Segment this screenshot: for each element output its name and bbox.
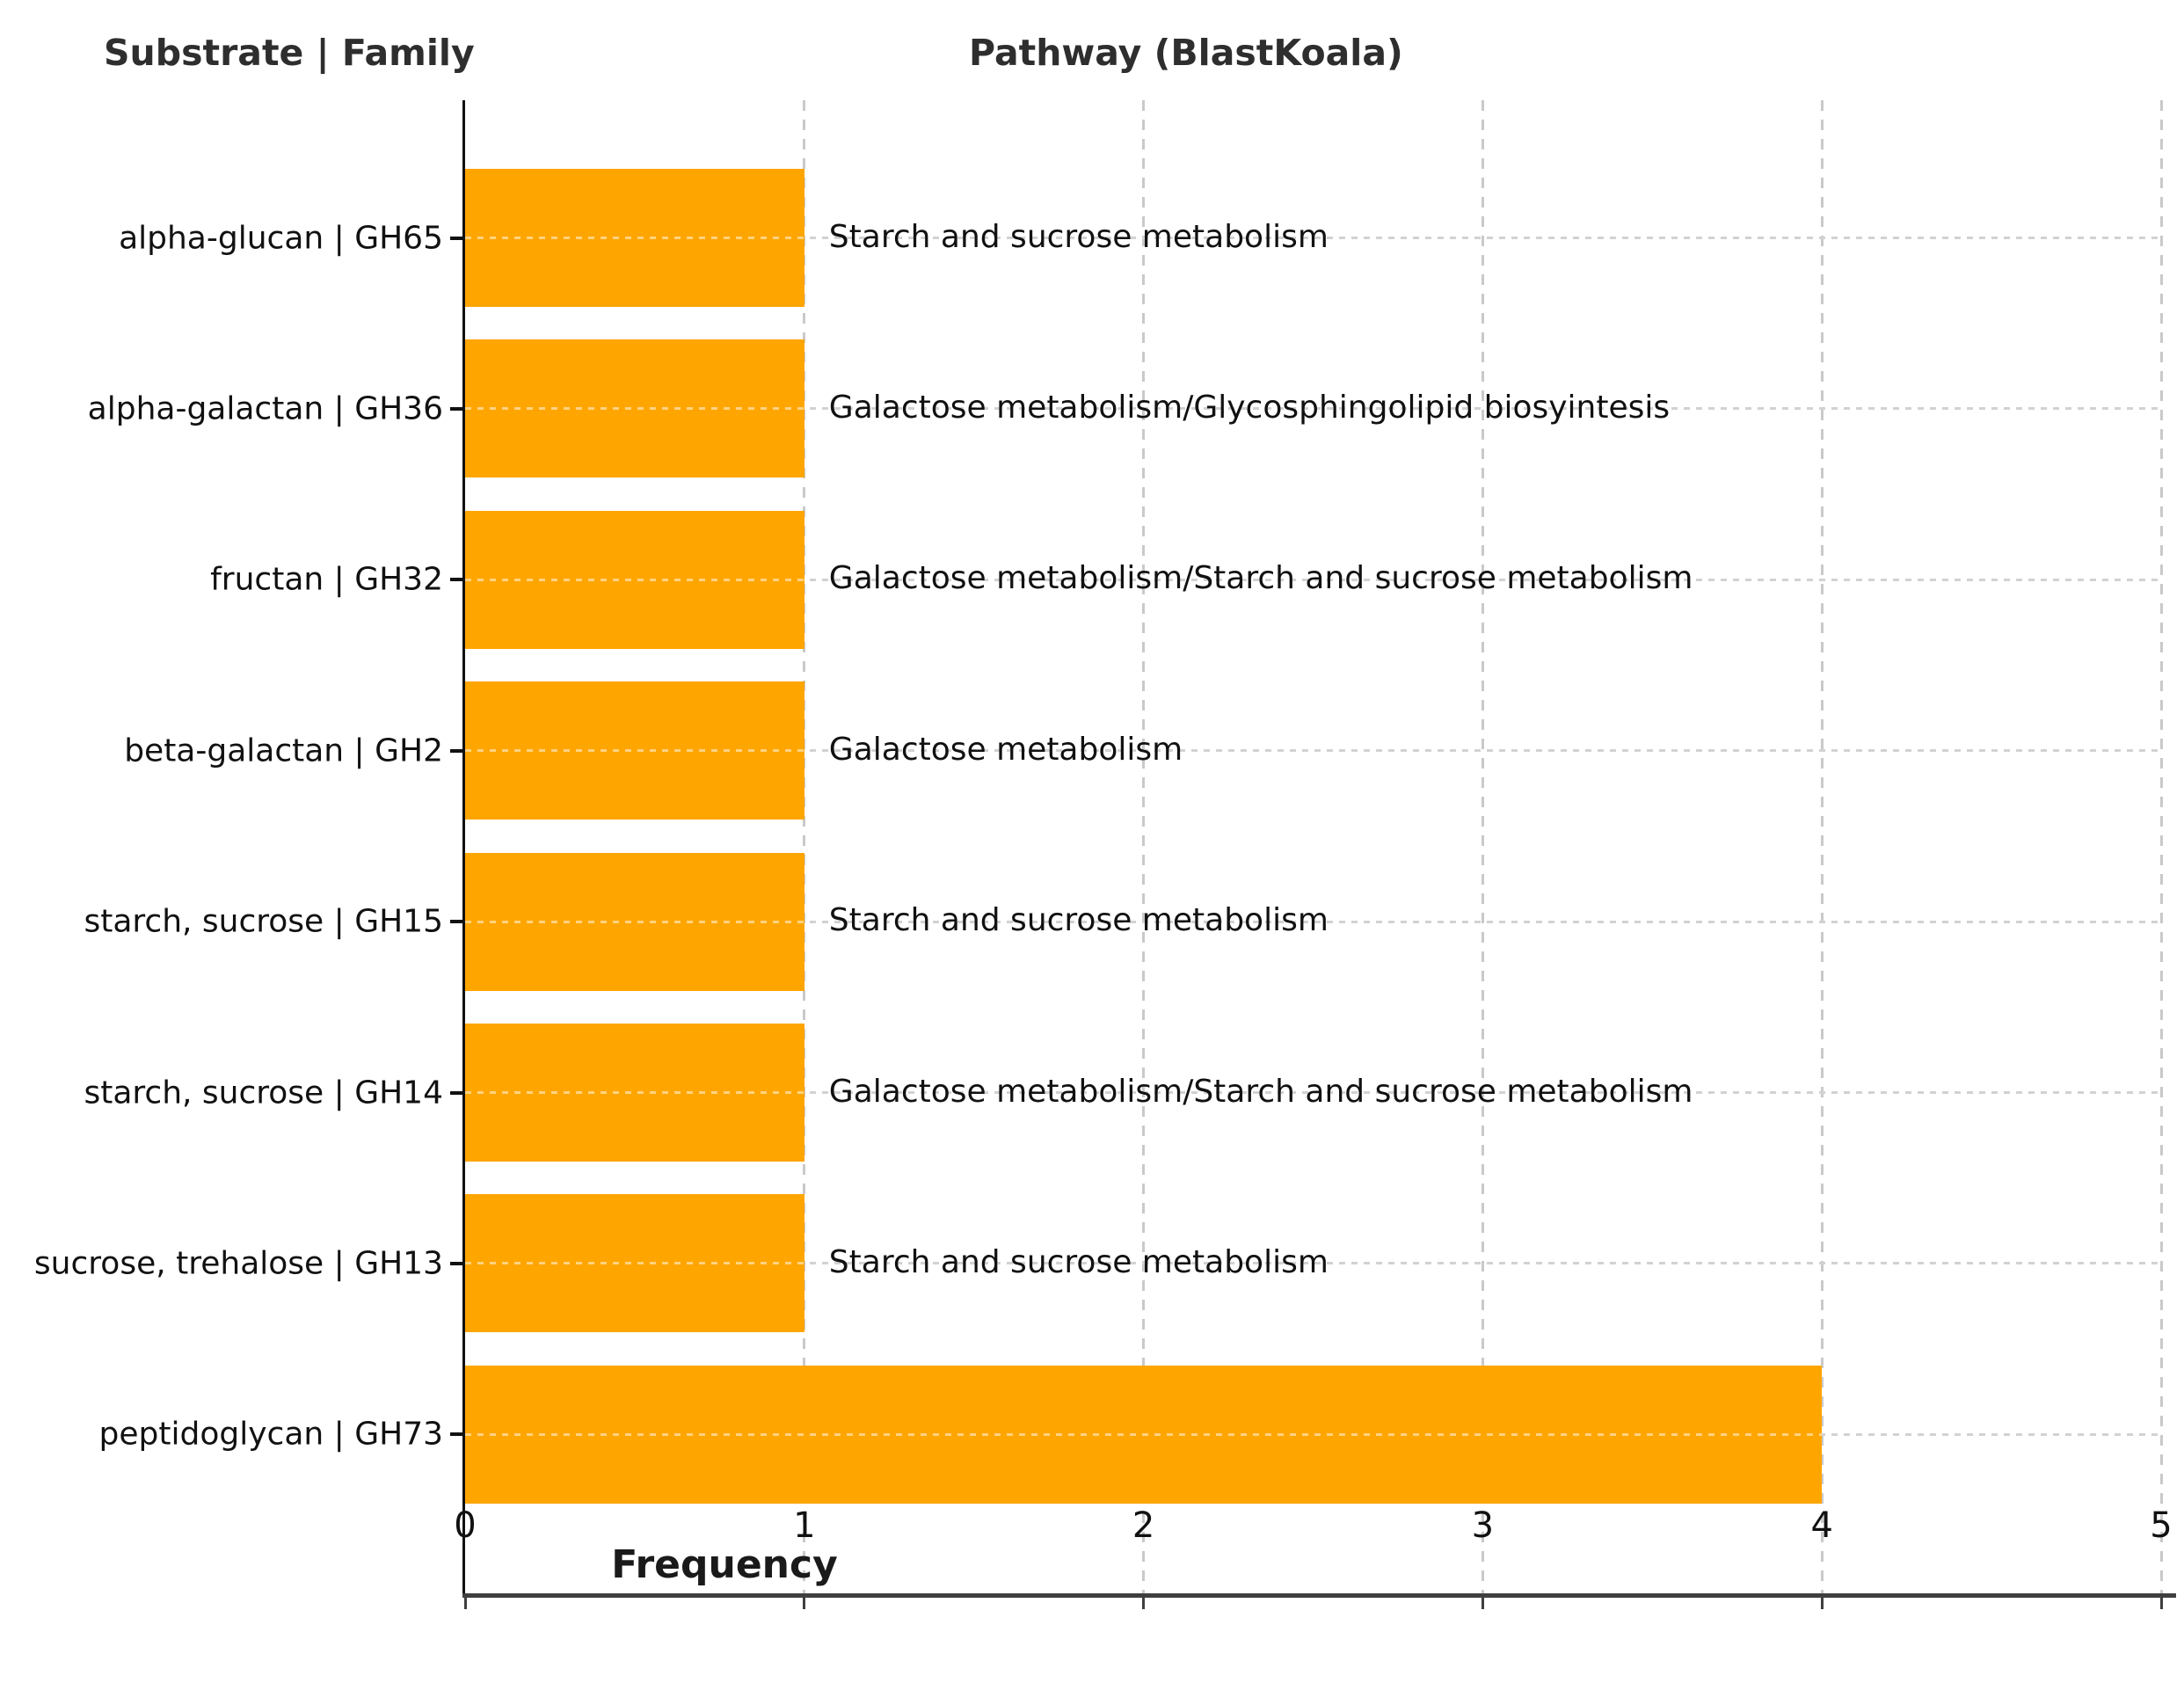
y-tick-mark [450,1261,465,1265]
plot-area: alpha-glucan | GH65 Starch and sucrose me… [34,100,2176,1609]
row-leader-line [465,1262,2161,1265]
x-tick-label: 4 [1810,1505,1833,1546]
row-leader-line-overlay [465,749,804,753]
vertical-gridline-3 [1481,100,1484,1593]
vertical-gridline-1 [803,100,806,1593]
row-leader-line-overlay [465,1432,1823,1436]
x-tick-label: 5 [2150,1505,2173,1546]
x-tick-mark [1481,1598,1484,1609]
x-axis-label: Frequency [611,1542,838,1587]
category-label: beta-galactan | GH2 [124,732,443,769]
row-leader-line-overlay [465,920,804,923]
x-tick-label: 3 [1471,1505,1495,1546]
pathway-annotation: Galactose metabolism/Starch and sucrose … [828,560,1693,597]
category-label: sucrose, trehalose | GH13 [33,1245,443,1282]
row-leader-line-overlay [465,1262,804,1265]
x-tick-mark [1142,1598,1146,1609]
pathway-annotation: Starch and sucrose metabolism [828,1243,1329,1280]
left-column-header: Substrate | Family [104,32,475,74]
row-leader-line [465,749,2161,753]
x-tick-mark [803,1598,806,1609]
row-leader-line-overlay [465,1091,804,1094]
y-tick-mark [450,406,465,411]
row-leader-line-overlay [465,578,804,581]
y-tick-mark [450,748,465,753]
vertical-gridline-4 [1820,100,1824,1593]
x-axis-spine [462,1593,2176,1598]
category-label: fructan | GH32 [210,561,443,598]
category-label: starch, sucrose | GH15 [84,903,443,940]
row-leader-line-overlay [465,237,804,239]
row-leader-line [465,920,2161,923]
pathway-annotation: Galactose metabolism/Glycosphingolipid b… [828,389,1671,426]
pathway-annotation: Galactose metabolism [828,731,1183,768]
y-tick-mark [450,1090,465,1095]
pathway-annotation: Starch and sucrose metabolism [828,901,1329,938]
pathway-annotation: Starch and sucrose metabolism [828,218,1329,255]
x-tick-label: 2 [1132,1505,1155,1546]
row-leader-line [465,1091,2161,1094]
category-label: alpha-glucan | GH65 [119,220,443,256]
pathway-annotation: Galactose metabolism/Starch and sucrose … [828,1073,1693,1110]
y-tick-mark [450,1432,465,1437]
vertical-gridline-2 [1142,100,1146,1593]
y-axis-spine [462,100,465,1593]
y-tick-mark [450,578,465,582]
right-column-header: Pathway (BlastKoala) [969,32,1403,74]
row-leader-line [465,407,2161,411]
category-label: peptidoglycan | GH73 [98,1416,443,1453]
row-leader-line [465,237,2161,239]
row-leader-line [465,578,2161,581]
x-tick-mark [1820,1598,1824,1609]
x-tick-mark [2159,1598,2163,1609]
y-tick-mark [450,236,465,240]
vertical-gridline-5 [2159,100,2163,1593]
category-label: alpha-galactan | GH36 [87,390,443,427]
category-label: starch, sucrose | GH14 [84,1075,443,1111]
x-tick-label: 1 [793,1505,816,1546]
y-tick-mark [450,920,465,924]
row-leader-line-overlay [465,407,804,411]
x-tick-label: 0 [454,1505,477,1546]
x-tick-mark [463,1598,467,1609]
